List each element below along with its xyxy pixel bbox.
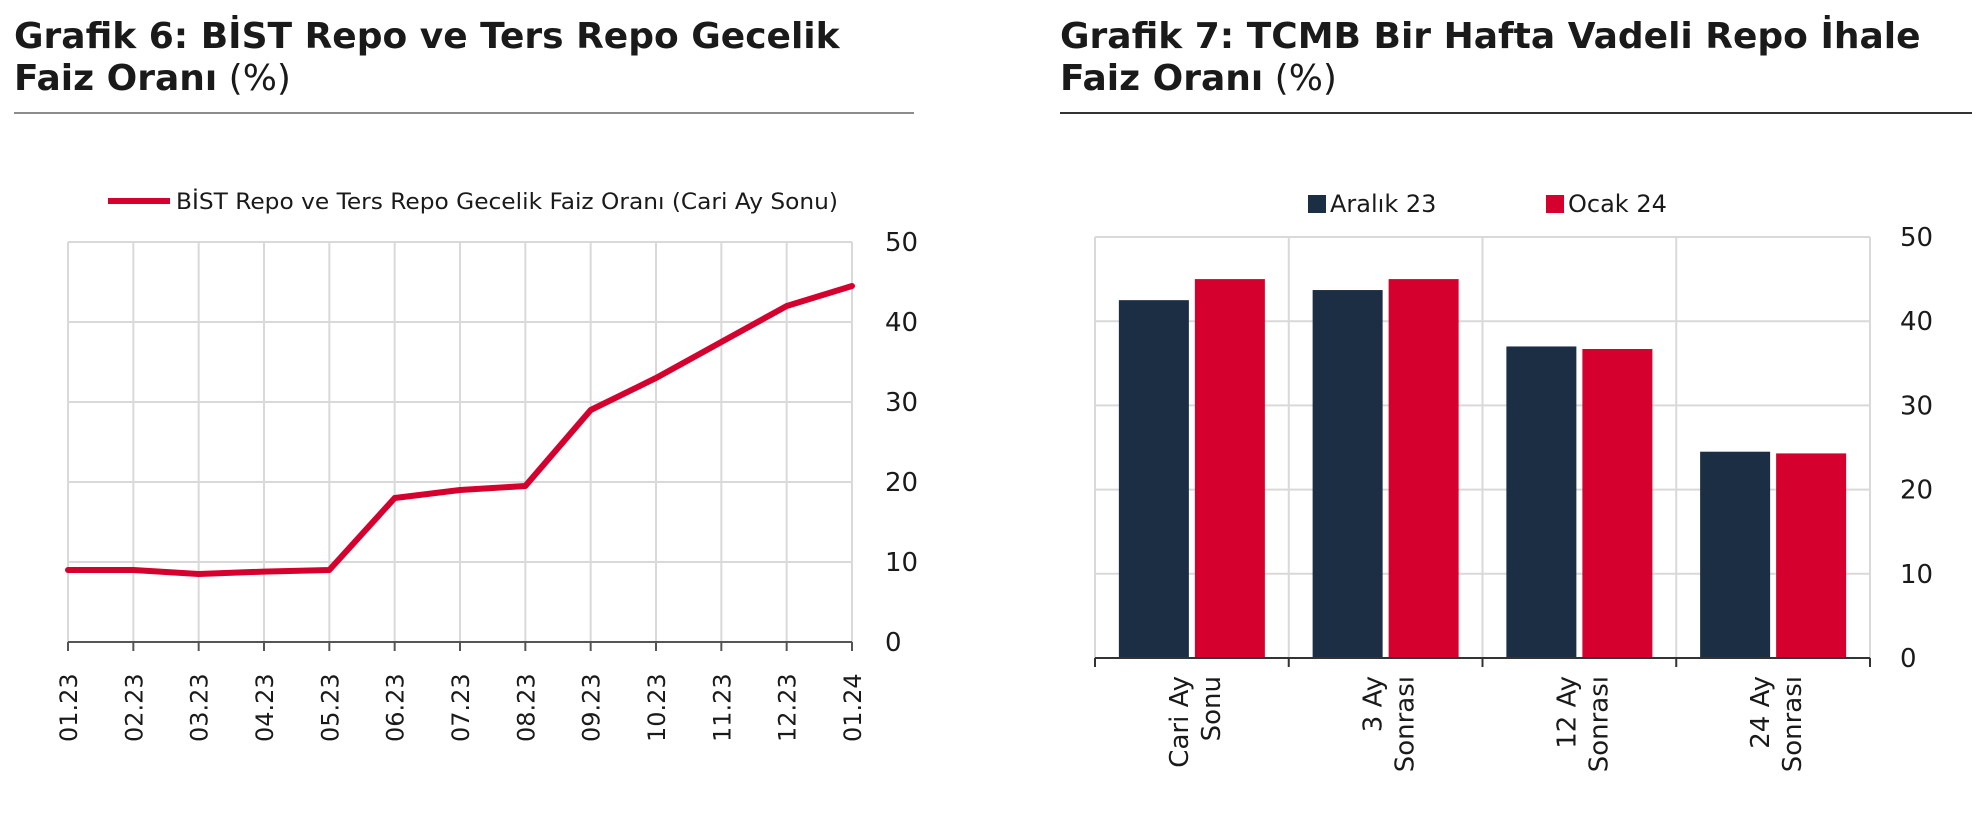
chart6-x-tick-label: 03.23	[186, 673, 214, 742]
chart7-bar	[1582, 348, 1653, 658]
chart7-legend-label: Ocak 24	[1568, 190, 1667, 218]
chart7-x-tick-label: Sonrası	[1391, 676, 1421, 772]
chart7-x-tick-label: 3 Ay	[1359, 676, 1389, 732]
chart7-bar-chart: Cari Ay Sonu 3 Ay Sonrası 12 Ay Sonrası 24 Ay S…	[1094, 190, 1933, 772]
chart6-title: Grafik 6: BİST Repo ve Ters Repo Gecelik…	[14, 16, 914, 100]
chart7-y-tick-label: 10	[1900, 560, 1933, 590]
chart7-bar	[1506, 346, 1577, 658]
chart6-x-tick-label: 09.23	[578, 673, 606, 742]
chart7-bar	[1118, 300, 1189, 658]
chart7-title-unit: (%)	[1263, 58, 1337, 99]
chart7-y-tick-label: 40	[1900, 307, 1933, 337]
chart6-data-point	[130, 567, 136, 573]
chart7-y-tick-label: 20	[1900, 476, 1933, 506]
chart7-y-tick-label: 50	[1900, 223, 1933, 253]
chart6-title-rule	[14, 112, 914, 114]
chart7-bar	[1194, 279, 1265, 658]
chart7-title-rule	[1060, 112, 1972, 114]
chart6-data-point	[457, 487, 463, 493]
chart6-data-point	[522, 483, 528, 489]
chart7-x-tick-label: Sonu	[1197, 676, 1227, 741]
chart6-data-point	[326, 567, 332, 573]
chart7-x-tick-label: 24 Ay	[1746, 676, 1776, 749]
chart6-title-main: Grafik 6: BİST Repo ve Ters Repo Gecelik…	[14, 16, 840, 99]
chart6-legend-label: BİST Repo ve Ters Repo Gecelik Faiz Oran…	[176, 189, 838, 215]
chart7-y-tick-label: 30	[1900, 391, 1933, 421]
chart7-x-tick-label: Sonrası	[1584, 676, 1614, 772]
chart6-x-tick-label: 04.23	[251, 673, 279, 742]
chart6-x-tick-label: 07.23	[447, 673, 475, 742]
chart6-line-chart: 01.23 02.23 03.23 04.23 05.23 06.23 07.23 08.23…	[55, 189, 918, 742]
chart7-x-tick-label: Sonrası	[1778, 676, 1808, 772]
chart6-x-tick-label: 01.23	[55, 673, 83, 742]
chart6-x-tick-label: 11.23	[708, 673, 736, 742]
chart6-y-tick-label: 50	[885, 228, 918, 258]
chart6-y-tick-label: 20	[885, 468, 918, 498]
chart7-legend-swatch	[1546, 195, 1564, 213]
chart7-legend-swatch	[1308, 195, 1326, 213]
chart6-data-point	[718, 339, 724, 345]
chart7-bar	[1388, 279, 1459, 658]
chart7-x-tick-label: 12 Ay	[1552, 676, 1582, 749]
chart6-x-tick-label: 08.23	[512, 673, 540, 742]
chart6-data-point	[65, 567, 71, 573]
chart7-y-tick-label: 0	[1900, 644, 1917, 674]
chart6-title-unit: (%)	[217, 58, 291, 99]
chart6-x-tick-label: 06.23	[382, 673, 410, 742]
chart6-data-point	[392, 495, 398, 501]
chart6-y-tick-label: 0	[885, 628, 902, 658]
chart6-data-point	[849, 283, 855, 289]
chart7-title: Grafik 7: TCMB Bir Hafta Vadeli Repo İha…	[1060, 16, 1980, 100]
chart6-x-tick-label: 01.24	[839, 673, 867, 742]
chart6-panel: Grafik 6: BİST Repo ve Ters Repo Gecelik…	[0, 0, 930, 814]
chart6-y-tick-label: 30	[885, 388, 918, 418]
chart6-y-tick-label: 10	[885, 548, 918, 578]
chart6-x-tick-label: 10.23	[643, 673, 671, 742]
chart6-y-tick-label: 40	[885, 308, 918, 338]
chart7-panel: Grafik 7: TCMB Bir Hafta Vadeli Repo İha…	[1050, 0, 1980, 814]
chart6-data-point	[196, 571, 202, 577]
chart6-data-point	[784, 303, 790, 309]
chart7-bar	[1776, 453, 1847, 658]
chart6-x-tick-label: 12.23	[774, 673, 802, 742]
chart7-legend-label: Aralık 23	[1330, 190, 1436, 218]
chart6-x-tick-label: 05.23	[316, 673, 344, 742]
chart6-data-point	[261, 569, 267, 575]
chart6-x-tick-label: 02.23	[120, 673, 148, 742]
chart7-bar	[1312, 290, 1383, 658]
chart7-bar	[1700, 451, 1771, 658]
chart6-data-point	[588, 407, 594, 413]
chart7-x-tick-label: Cari Ay	[1165, 676, 1195, 768]
chart7-title-main: Grafik 7: TCMB Bir Hafta Vadeli Repo İha…	[1060, 16, 1921, 99]
chart6-data-point	[653, 375, 659, 381]
